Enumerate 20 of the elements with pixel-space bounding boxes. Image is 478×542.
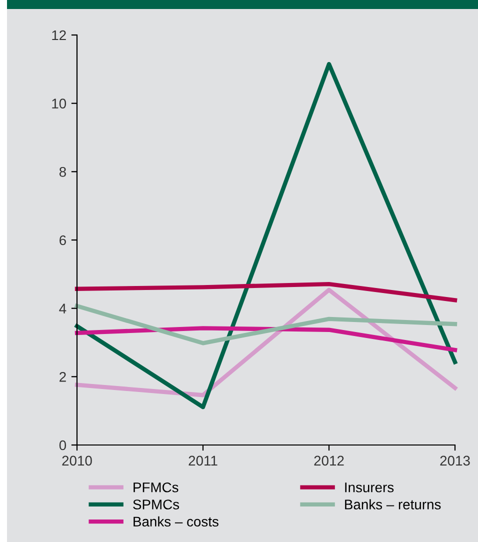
y-tick-label: 12 — [52, 30, 66, 40]
line-series — [74, 304, 458, 346]
legend-label: Banks – returns — [345, 499, 441, 510]
y-tick-label: 8 — [59, 167, 66, 177]
y-tick-label: 6 — [60, 235, 66, 246]
legend-label: SPMCs — [133, 500, 180, 510]
x-tick-label: 2012 — [314, 456, 344, 466]
legend-label: PFMCs — [134, 482, 178, 492]
line-series — [74, 62, 458, 410]
y-tick-label: 4 — [59, 304, 66, 314]
legend-label: Insurers — [345, 482, 394, 492]
x-tick-label: 2011 — [188, 456, 218, 466]
legend-label: Banks – costs — [134, 516, 218, 527]
y-tick-label: 10 — [52, 98, 66, 109]
x-tick-label: 2010 — [62, 456, 92, 466]
y-tick-label: 2 — [60, 372, 66, 382]
line-series — [74, 326, 458, 352]
x-tick-label: 2013 — [440, 456, 470, 466]
y-tick-label: 0 — [59, 440, 66, 450]
line-series — [74, 282, 458, 302]
